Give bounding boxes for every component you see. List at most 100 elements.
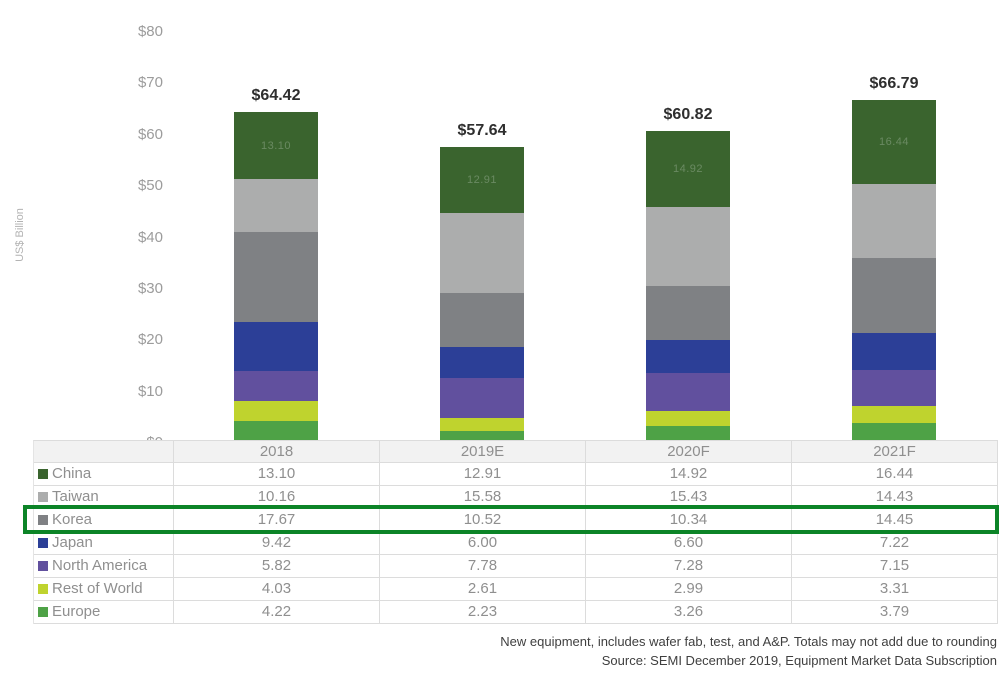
- table-value-cell: 10.34: [586, 509, 792, 532]
- table-value-cell: 14.43: [792, 486, 998, 509]
- table-header-2021F: 2021F: [792, 441, 998, 463]
- stacked-bar-2019E: 12.91: [440, 146, 524, 443]
- bar-segment-taiwan: [852, 184, 936, 259]
- table-row-label-korea: Korea: [34, 509, 174, 532]
- bar-segment-china: 14.92: [646, 130, 730, 208]
- table-value-cell: 2.99: [586, 578, 792, 601]
- y-tick-label: $30: [137, 279, 163, 297]
- table-header-2018: 2018: [174, 441, 380, 463]
- bar-segment-north-america: [440, 378, 524, 419]
- bar-segment-china: 16.44: [852, 99, 936, 185]
- bar-segment-taiwan: [646, 207, 730, 287]
- table-value-cell: 9.42: [174, 532, 380, 555]
- stacked-bar-2021F: 16.44: [852, 99, 936, 443]
- table-value-cell: 7.15: [792, 555, 998, 578]
- bar-segment-korea: [852, 258, 936, 333]
- y-tick-label: $70: [137, 74, 163, 92]
- table-value-cell: 2.61: [380, 578, 586, 601]
- y-tick-label: $60: [137, 125, 163, 143]
- legend-swatch-europe: [38, 607, 48, 617]
- table-value-cell: 10.16: [174, 486, 380, 509]
- bar-segment-japan: [234, 322, 318, 371]
- segment-value-label: 14.92: [672, 162, 704, 175]
- bar-segment-rest-of-world: [234, 400, 318, 422]
- bar-segment-korea: [234, 231, 318, 323]
- table-row-label-north-america: North America: [34, 555, 174, 578]
- y-tick-label: $20: [137, 331, 163, 349]
- table-row-label-japan: Japan: [34, 532, 174, 555]
- bar-segment-korea: [440, 293, 524, 348]
- bar-total-label: $66.79: [869, 74, 919, 92]
- bar-segment-japan: [440, 347, 524, 379]
- table-value-cell: 12.91: [380, 463, 586, 486]
- y-tick-label: $80: [137, 23, 163, 40]
- bar-segment-china: 12.91: [440, 146, 524, 214]
- series-name: Taiwan: [52, 488, 99, 505]
- bar-segment-europe: [440, 431, 524, 443]
- table-value-cell: 16.44: [792, 463, 998, 486]
- table-value-cell: 14.45: [792, 509, 998, 532]
- series-name: Rest of World: [52, 580, 143, 597]
- footnotes: New equipment, includes wafer fab, test,…: [500, 632, 997, 670]
- bar-total-label: $57.64: [457, 121, 507, 139]
- bar-segment-korea: [646, 286, 730, 340]
- table-value-cell: 4.22: [174, 601, 380, 624]
- table-value-cell: 13.10: [174, 463, 380, 486]
- series-name: Japan: [52, 534, 93, 551]
- legend-swatch-rest-of-world: [38, 584, 48, 594]
- bar-segment-china: 13.10: [234, 112, 318, 180]
- bar-segment-north-america: [852, 369, 936, 407]
- bar-segment-rest-of-world: [440, 418, 524, 432]
- footnote-line-2: Source: SEMI December 2019, Equipment Ma…: [601, 653, 997, 668]
- y-tick-label: $40: [137, 228, 163, 246]
- segment-value-label: 16.44: [878, 136, 910, 149]
- bar-segment-taiwan: [234, 179, 318, 232]
- table-row-label-taiwan: Taiwan: [34, 486, 174, 509]
- series-name: Korea: [52, 511, 93, 528]
- table-value-cell: 4.03: [174, 578, 380, 601]
- table-header-2019E: 2019E: [380, 441, 586, 463]
- table-value-cell: 7.78: [380, 555, 586, 578]
- table-row-label-rest-of-world: Rest of World: [34, 578, 174, 601]
- legend-swatch-taiwan: [38, 492, 48, 502]
- table-value-cell: 3.79: [792, 601, 998, 624]
- table-value-cell: 7.28: [586, 555, 792, 578]
- bar-segment-europe: [852, 423, 936, 443]
- series-name: Europe: [52, 603, 101, 620]
- segment-value-label: 12.91: [466, 174, 498, 187]
- table-value-cell: 3.31: [792, 578, 998, 601]
- bar-segment-north-america: [646, 373, 730, 411]
- table-value-cell: 5.82: [174, 555, 380, 578]
- bar-segment-europe: [234, 421, 318, 443]
- table-value-cell: 6.60: [586, 532, 792, 555]
- bar-segment-rest-of-world: [646, 410, 730, 427]
- data-table: 2018 2019E 2020F 2021F China 13.10 12.91 14.92 1…: [33, 440, 998, 624]
- legend-swatch-china: [38, 469, 48, 479]
- legend-swatch-north-america: [38, 561, 48, 571]
- legend-swatch-korea: [38, 515, 48, 525]
- table-row-label-china: China: [34, 463, 174, 486]
- table-value-cell: 17.67: [174, 509, 380, 532]
- bar-segment-rest-of-world: [852, 406, 936, 424]
- bar-segment-japan: [646, 339, 730, 374]
- bar-total-label: $64.42: [251, 87, 301, 105]
- table-header-2020F: 2020F: [586, 441, 792, 463]
- table-value-cell: 14.92: [586, 463, 792, 486]
- y-tick-label: $50: [137, 177, 163, 195]
- bar-segment-japan: [852, 332, 936, 370]
- y-axis-title: US$ Billion: [14, 208, 26, 262]
- legend-swatch-japan: [38, 538, 48, 548]
- table-value-cell: 15.58: [380, 486, 586, 509]
- bar-segment-taiwan: [440, 213, 524, 294]
- bar-segment-europe: [646, 426, 730, 443]
- table-value-cell: 15.43: [586, 486, 792, 509]
- series-name: China: [52, 465, 92, 482]
- table-value-cell: 3.26: [586, 601, 792, 624]
- bar-total-label: $60.82: [663, 105, 713, 123]
- y-tick-label: $10: [137, 382, 163, 400]
- table-row-label-europe: Europe: [34, 601, 174, 624]
- table-corner-cell: [34, 441, 174, 463]
- table-value-cell: 10.52: [380, 509, 586, 532]
- stacked-bar-2018: 13.10: [234, 112, 318, 443]
